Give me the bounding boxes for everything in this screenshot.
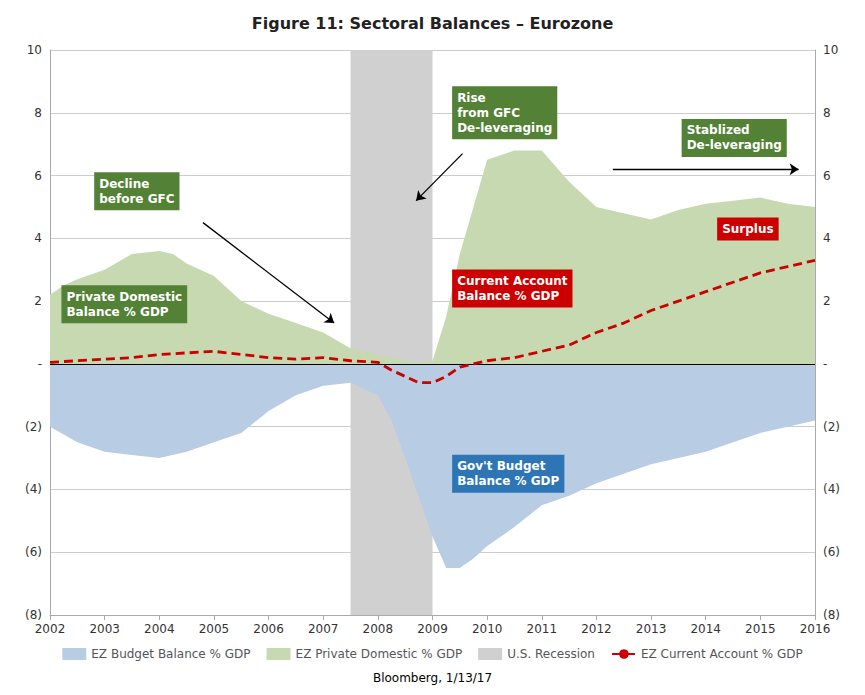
svg-text:EZ Budget Balance % GDP: EZ Budget Balance % GDP	[91, 647, 250, 661]
svg-text:(4): (4)	[823, 482, 840, 496]
svg-text:Private Domestic: Private Domestic	[66, 290, 182, 304]
svg-text:Current Account: Current Account	[457, 274, 568, 288]
svg-text:(8): (8)	[823, 608, 840, 622]
svg-text:2010: 2010	[472, 622, 503, 636]
svg-text:Balance % GDP: Balance % GDP	[66, 305, 168, 319]
svg-text:Balance % GDP: Balance % GDP	[457, 289, 559, 303]
svg-text:10: 10	[823, 43, 838, 57]
svg-text:Rise: Rise	[457, 91, 486, 105]
svg-text:Figure 11: Sectoral Balances –: Figure 11: Sectoral Balances – Eurozone	[252, 14, 614, 33]
svg-text:Stablized: Stablized	[687, 123, 750, 137]
svg-text:2016: 2016	[800, 622, 831, 636]
svg-text:U.S. Recession: U.S. Recession	[507, 647, 595, 661]
svg-text:2012: 2012	[581, 622, 612, 636]
svg-text:EZ Current Account % GDP: EZ Current Account % GDP	[641, 647, 803, 661]
svg-text:2015: 2015	[745, 622, 776, 636]
svg-text:2005: 2005	[199, 622, 230, 636]
svg-text:4: 4	[823, 231, 831, 245]
svg-text:-: -	[823, 357, 827, 371]
svg-text:(6): (6)	[25, 545, 42, 559]
svg-text:Bloomberg, 1/13/17: Bloomberg, 1/13/17	[373, 671, 492, 685]
svg-text:2: 2	[823, 294, 831, 308]
svg-text:2006: 2006	[253, 622, 284, 636]
svg-text:2002: 2002	[35, 622, 66, 636]
svg-text:2008: 2008	[363, 622, 394, 636]
svg-text:2004: 2004	[144, 622, 175, 636]
svg-text:De-leveraging: De-leveraging	[687, 138, 782, 152]
svg-text:Balance % GDP: Balance % GDP	[457, 474, 559, 488]
svg-text:from GFC: from GFC	[457, 106, 520, 120]
svg-text:Surplus: Surplus	[722, 222, 774, 236]
svg-text:De-leveraging: De-leveraging	[457, 121, 552, 135]
svg-text:6: 6	[823, 169, 831, 183]
svg-text:8: 8	[34, 106, 42, 120]
svg-text:2007: 2007	[308, 622, 339, 636]
svg-text:6: 6	[34, 169, 42, 183]
svg-text:2009: 2009	[417, 622, 448, 636]
svg-text:before GFC: before GFC	[99, 192, 174, 206]
svg-text:4: 4	[34, 231, 42, 245]
svg-text:2014: 2014	[690, 622, 721, 636]
svg-text:(2): (2)	[823, 420, 840, 434]
svg-text:-: -	[38, 357, 42, 371]
svg-text:(4): (4)	[25, 482, 42, 496]
svg-text:8: 8	[823, 106, 831, 120]
svg-text:2013: 2013	[636, 622, 667, 636]
svg-text:10: 10	[27, 43, 42, 57]
svg-text:(8): (8)	[25, 608, 42, 622]
svg-text:2003: 2003	[89, 622, 120, 636]
svg-text:Decline: Decline	[99, 177, 149, 191]
svg-text:EZ Private Domestic % GDP: EZ Private Domestic % GDP	[296, 647, 463, 661]
svg-text:(6): (6)	[823, 545, 840, 559]
svg-text:Gov't Budget: Gov't Budget	[457, 459, 546, 473]
svg-text:2: 2	[34, 294, 42, 308]
svg-text:(2): (2)	[25, 420, 42, 434]
svg-text:2011: 2011	[527, 622, 558, 636]
